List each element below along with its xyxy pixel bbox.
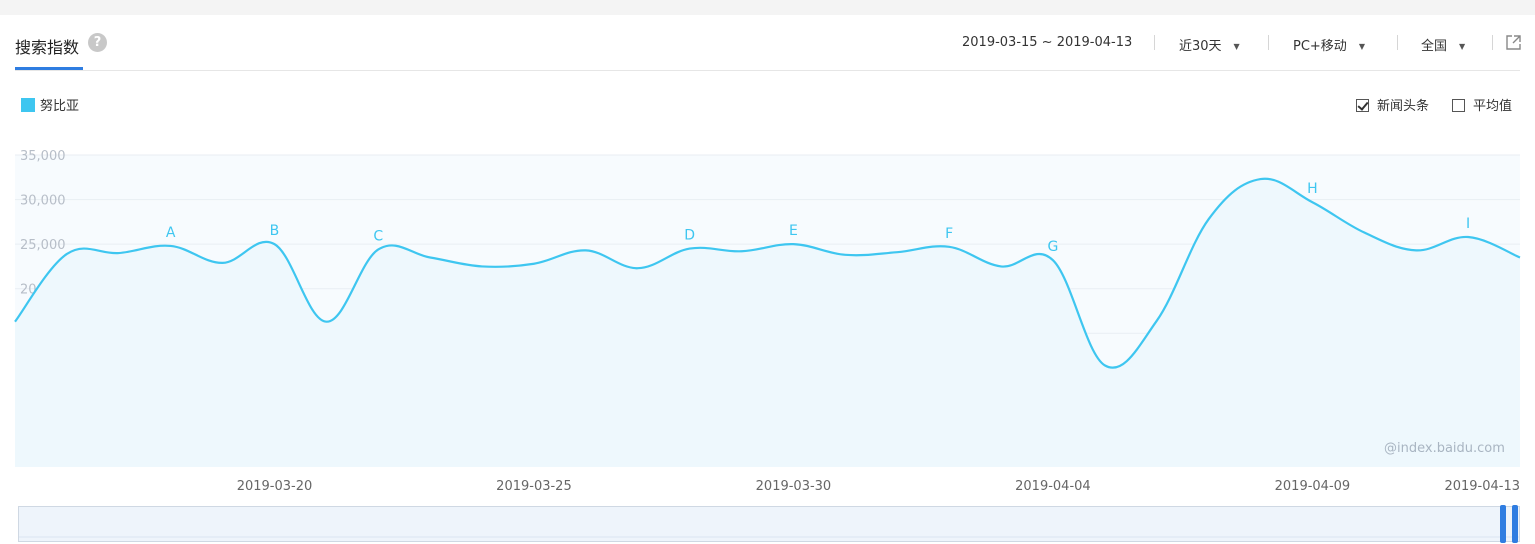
annotation-label[interactable]: H <box>1307 181 1318 197</box>
navigator-handle-right[interactable] <box>1512 505 1518 543</box>
annotation-label[interactable]: E <box>789 223 798 239</box>
x-tick-label: 2019-03-20 <box>237 479 313 494</box>
region-dropdown[interactable]: 全国 ▼ <box>1421 35 1465 54</box>
news-checkbox[interactable]: 新闻头条 <box>1356 95 1429 114</box>
data-point[interactable] <box>739 248 745 254</box>
help-icon[interactable]: ? <box>88 33 107 52</box>
separator <box>1268 35 1269 50</box>
data-point[interactable] <box>1361 230 1367 236</box>
data-point[interactable] <box>64 251 70 257</box>
data-point[interactable] <box>790 241 796 247</box>
data-point[interactable] <box>531 261 537 267</box>
data-point[interactable] <box>1050 257 1056 263</box>
data-point[interactable] <box>998 263 1004 269</box>
watermark: @index.baidu.com <box>1384 441 1505 456</box>
x-tick-label: 2019-04-04 <box>1015 479 1091 494</box>
data-point[interactable] <box>1413 247 1419 253</box>
legend-label: 努比亚 <box>40 99 80 114</box>
data-point[interactable] <box>1154 318 1160 324</box>
data-point[interactable] <box>1309 199 1315 205</box>
series-line[interactable] <box>14 177 1521 369</box>
average-checkbox[interactable]: 平均值 <box>1452 95 1512 114</box>
navigator-preview <box>19 536 1519 538</box>
data-point[interactable] <box>220 260 226 266</box>
device-dropdown[interactable]: PC+移动 ▼ <box>1293 35 1365 54</box>
y-tick-label: 30,000 <box>20 194 66 209</box>
x-tick-label: 2019-04-13 <box>1444 479 1520 494</box>
external-link-icon[interactable] <box>1505 34 1522 51</box>
date-range-picker[interactable]: 2019-03-15 ~ 2019-04-13 <box>962 35 1132 50</box>
header-divider <box>15 70 1520 71</box>
annotation-label[interactable]: C <box>373 228 383 244</box>
y-tick-label: 25,000 <box>20 238 66 253</box>
region-label: 全国 <box>1421 39 1448 54</box>
checkbox-checked-icon[interactable] <box>1356 99 1369 112</box>
data-point[interactable] <box>168 243 174 249</box>
series-area <box>15 178 1520 467</box>
y-tick-label: 35,000 <box>20 149 66 164</box>
period-label: 近30天 <box>1179 39 1222 54</box>
device-label: PC+移动 <box>1293 39 1347 54</box>
data-point[interactable] <box>946 244 952 250</box>
caret-down-icon: ▼ <box>1358 42 1365 51</box>
data-point[interactable] <box>12 319 18 325</box>
x-tick-label: 2019-03-30 <box>756 479 832 494</box>
data-point[interactable] <box>1102 362 1108 368</box>
data-point[interactable] <box>323 319 329 325</box>
chart-header: 搜索指数 ? 2019-03-15 ~ 2019-04-13 近30天 ▼ PC+… <box>0 15 1535 71</box>
top-band <box>0 0 1535 15</box>
data-point[interactable] <box>116 250 122 256</box>
data-point[interactable] <box>479 263 485 269</box>
average-label: 平均值 <box>1473 99 1513 114</box>
x-tick-label: 2019-04-09 <box>1275 479 1351 494</box>
data-point[interactable] <box>271 241 277 247</box>
data-point[interactable] <box>583 247 589 253</box>
caret-down-icon: ▼ <box>1233 42 1240 51</box>
period-dropdown[interactable]: 近30天 ▼ <box>1179 35 1240 54</box>
data-point[interactable] <box>842 252 848 258</box>
page-title: 搜索指数 <box>15 38 80 57</box>
data-point[interactable] <box>1465 234 1471 240</box>
data-point[interactable] <box>427 255 433 261</box>
range-navigator[interactable] <box>18 506 1520 542</box>
news-label: 新闻头条 <box>1377 99 1430 114</box>
caret-down-icon: ▼ <box>1459 42 1466 51</box>
annotation-label[interactable]: I <box>1466 216 1470 232</box>
legend-swatch <box>21 98 35 112</box>
data-point[interactable] <box>1258 176 1264 182</box>
annotation-label[interactable]: G <box>1048 239 1059 255</box>
data-point[interactable] <box>687 246 693 252</box>
annotation-label[interactable]: A <box>166 225 176 241</box>
legend-item[interactable]: 努比亚 <box>21 95 79 114</box>
data-point[interactable] <box>375 246 381 252</box>
data-point[interactable] <box>894 249 900 255</box>
annotation-label[interactable]: F <box>945 226 953 242</box>
x-tick-label: 2019-03-25 <box>496 479 572 494</box>
data-point[interactable] <box>635 265 641 271</box>
annotation-label[interactable]: D <box>684 228 695 244</box>
search-index-chart[interactable]: 35,00030,00025,00020,00015,00010,0005,00… <box>0 130 1535 500</box>
data-point[interactable] <box>1206 216 1212 222</box>
separator <box>1397 35 1398 50</box>
date-range-text: 2019-03-15 ~ 2019-04-13 <box>962 35 1133 50</box>
data-point[interactable] <box>1517 255 1523 261</box>
annotation-label[interactable]: B <box>270 223 280 239</box>
checkbox-icon[interactable] <box>1452 99 1465 112</box>
separator <box>1492 35 1493 50</box>
separator <box>1154 35 1155 50</box>
navigator-handle-left[interactable] <box>1500 505 1506 543</box>
title-underline <box>15 67 83 70</box>
